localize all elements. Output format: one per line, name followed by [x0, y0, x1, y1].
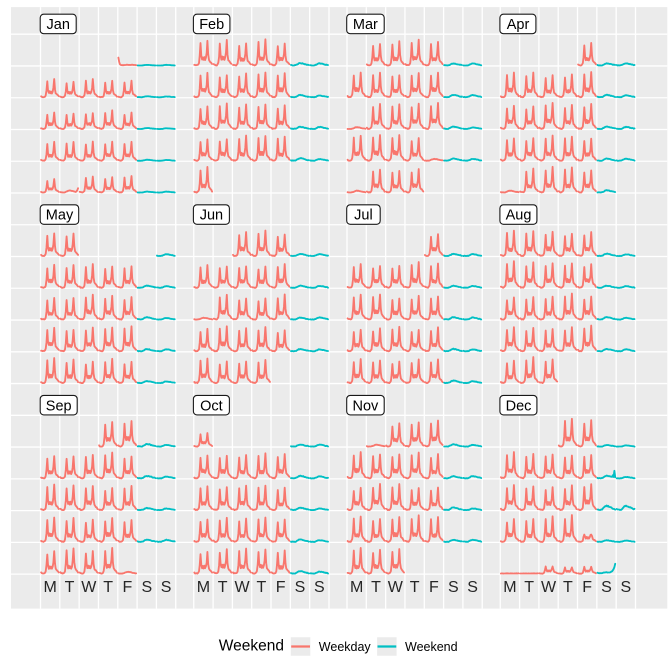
svg-text:Weekend: Weekend	[405, 640, 458, 654]
svg-text:T: T	[410, 579, 420, 596]
svg-text:T: T	[524, 579, 534, 596]
svg-text:F: F	[429, 579, 439, 596]
svg-text:S: S	[295, 579, 306, 596]
svg-text:S: S	[141, 579, 152, 596]
svg-text:W: W	[235, 579, 251, 596]
svg-text:Jul: Jul	[354, 208, 373, 224]
svg-text:S: S	[620, 579, 631, 596]
svg-text:T: T	[65, 579, 75, 596]
svg-text:Apr: Apr	[507, 17, 530, 33]
svg-text:Sep: Sep	[46, 398, 72, 414]
svg-text:Mar: Mar	[353, 17, 378, 33]
svg-text:S: S	[467, 579, 478, 596]
svg-text:Dec: Dec	[506, 398, 532, 414]
svg-text:F: F	[582, 579, 592, 596]
svg-text:Jun: Jun	[200, 208, 223, 224]
svg-text:M: M	[197, 579, 210, 596]
svg-text:Feb: Feb	[199, 17, 224, 33]
svg-text:S: S	[601, 579, 612, 596]
svg-text:M: M	[350, 579, 363, 596]
svg-text:M: M	[503, 579, 516, 596]
svg-text:T: T	[371, 579, 381, 596]
svg-text:M: M	[44, 579, 57, 596]
svg-text:May: May	[46, 208, 74, 224]
svg-text:Weekend: Weekend	[219, 638, 284, 655]
svg-text:S: S	[161, 579, 172, 596]
svg-text:W: W	[541, 579, 557, 596]
svg-text:W: W	[388, 579, 404, 596]
svg-text:Oct: Oct	[200, 398, 223, 414]
svg-text:W: W	[81, 579, 97, 596]
svg-text:Jan: Jan	[47, 17, 70, 33]
svg-text:S: S	[314, 579, 325, 596]
svg-text:T: T	[563, 579, 573, 596]
svg-text:T: T	[218, 579, 228, 596]
svg-text:Nov: Nov	[353, 398, 380, 414]
svg-text:Weekday: Weekday	[319, 640, 372, 654]
svg-text:S: S	[448, 579, 459, 596]
svg-text:F: F	[276, 579, 286, 596]
svg-text:T: T	[103, 579, 113, 596]
svg-text:Aug: Aug	[506, 208, 532, 224]
svg-text:F: F	[123, 579, 133, 596]
svg-text:T: T	[257, 579, 267, 596]
